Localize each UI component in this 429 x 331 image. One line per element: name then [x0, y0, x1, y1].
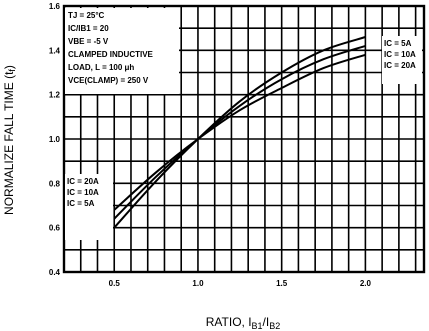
- right-labels-box: [382, 36, 422, 84]
- y-tick-labels: 0.4 0.6 0.8 1.0 1.2 1.4 1.6: [49, 2, 61, 277]
- x-tick-label: 2.0: [360, 279, 372, 288]
- y-tick-label: 1.4: [49, 46, 61, 55]
- right-series-labels: IC = 5A IC = 10A IC = 20A: [384, 39, 416, 70]
- y-tick-label: 1.0: [49, 135, 61, 144]
- condition-line: VBE = -5 V: [68, 37, 109, 46]
- condition-line: LOAD, L = 100 μh: [68, 63, 134, 72]
- left-series-labels: IC = 20A IC = 10A IC = 5A: [67, 177, 99, 208]
- svg-text:RATIO, IB1/IB2: RATIO, IB1/IB2: [206, 315, 280, 331]
- x-tick-label: 1.0: [192, 279, 204, 288]
- series-label-left: IC = 10A: [67, 188, 99, 197]
- plot-frame: [62, 4, 426, 274]
- x-axis-label: RATIO, IB1/IB2: [206, 315, 280, 331]
- series-line-2: [113, 44, 366, 220]
- condition-line: TJ = 25°C: [68, 11, 105, 20]
- series-line-3: [113, 53, 366, 211]
- y-tick-label: 0.4: [49, 268, 61, 277]
- series-lines: [113, 36, 366, 229]
- y-tick-label: 0.8: [49, 179, 61, 188]
- series-label-right: IC = 10A: [384, 50, 416, 59]
- y-tick-label: 0.6: [49, 224, 61, 233]
- left-labels-box: [65, 174, 113, 240]
- series-label-left: IC = 5A: [67, 199, 95, 208]
- series-label-left: IC = 20A: [67, 177, 99, 186]
- svg-text:NORMALIZE FALL TIME (tf): NORMALIZE FALL TIME (tf): [2, 65, 17, 215]
- x-tick-label: 0.5: [109, 279, 121, 288]
- series-label-right: IC = 5A: [384, 39, 412, 48]
- series-line-1: [113, 36, 366, 229]
- x-tick-labels: 0.5 1.0 1.5 2.0: [109, 279, 372, 288]
- y-tick-label: 1.6: [49, 2, 61, 11]
- series-label-right: IC = 20A: [384, 61, 416, 70]
- conditions-text: TJ = 25°C IC/IB1 = 20 VBE = -5 V CLAMPED IN…: [68, 11, 154, 85]
- condition-line: CLAMPED INDUCTIVE: [68, 50, 154, 59]
- y-tick-label: 1.2: [49, 91, 61, 100]
- y-axis-label: NORMALIZE FALL TIME (tf): [2, 65, 17, 215]
- conditions-box: [65, 8, 179, 94]
- x-tick-label: 1.5: [276, 279, 288, 288]
- condition-line: IC/IB1 = 20: [68, 24, 109, 33]
- condition-line: VCE(CLAMP) = 250 V: [68, 76, 149, 85]
